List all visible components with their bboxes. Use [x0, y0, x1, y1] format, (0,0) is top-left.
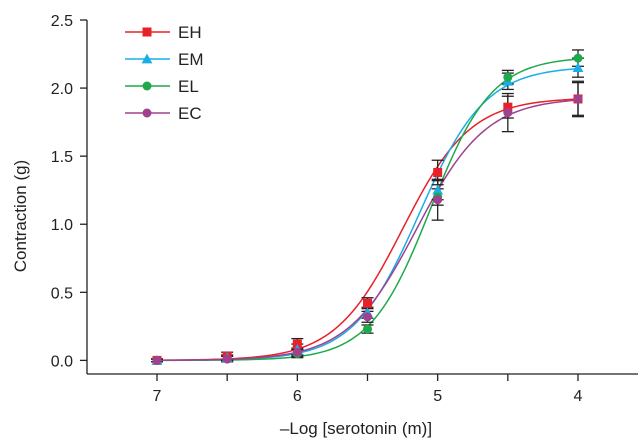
- data-point-eh: [363, 298, 372, 308]
- data-point-ec: [573, 94, 583, 104]
- data-point-el: [573, 53, 583, 63]
- axes: 0.0 0.5 1.0 1.5 2.0 2.5 7 6 5 4: [51, 13, 638, 405]
- data-points: [151, 53, 584, 365]
- data-point-el: [503, 72, 513, 82]
- x-tick-label: 4: [574, 388, 583, 405]
- x-tick-label: 5: [433, 388, 442, 405]
- legend-label-el: EL: [178, 77, 199, 96]
- data-point-eh: [433, 167, 443, 177]
- x-tick-label: 6: [293, 388, 302, 405]
- data-point-eh: [292, 339, 302, 349]
- data-point-ec: [503, 108, 513, 118]
- legend-label-ec: EC: [178, 104, 202, 123]
- legend: EH EM EL EC: [125, 23, 204, 123]
- y-tick-label: 2.5: [51, 13, 73, 30]
- legend-marker-el: [142, 81, 152, 91]
- data-point-ec: [433, 195, 443, 205]
- y-tick-label: 2.0: [51, 81, 73, 98]
- y-tick-label: 0.5: [51, 285, 73, 302]
- data-point-ec: [292, 347, 302, 357]
- y-tick-label: 0.0: [51, 353, 73, 370]
- data-point-em: [432, 184, 444, 195]
- data-point-em: [572, 62, 584, 72]
- legend-label-eh: EH: [178, 23, 202, 42]
- x-axis-label: –Log [serotonin (m)]: [280, 419, 432, 438]
- y-axis-label: Contraction (g): [11, 160, 30, 272]
- y-tick-label: 1.5: [51, 149, 73, 166]
- data-point-ec: [152, 355, 162, 365]
- data-point-ec: [363, 312, 372, 322]
- data-point-ec: [222, 354, 232, 364]
- legend-label-em: EM: [178, 50, 204, 69]
- x-tick-label: 7: [153, 388, 162, 405]
- legend-marker-eh: [142, 27, 152, 37]
- y-tick-label: 1.0: [51, 217, 73, 234]
- legend-marker-ec: [142, 108, 152, 118]
- data-point-el: [363, 324, 372, 334]
- data-point-eh: [503, 102, 513, 112]
- legend-marker-em: [141, 53, 153, 64]
